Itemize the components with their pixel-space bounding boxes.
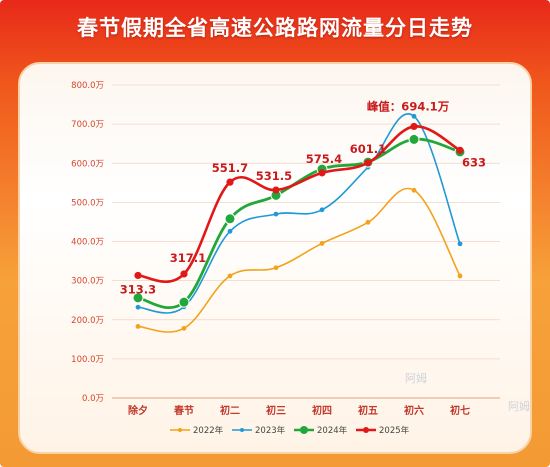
y-tick-label: 100.0万 [71,355,104,365]
y-tick-label: 0.0万 [82,394,104,404]
data-point-2025年 [456,146,464,154]
data-point-2023年 [411,113,417,119]
data-label: 601.1 [350,142,386,156]
x-tick-label: 春节 [174,404,194,417]
data-point-2024年 [224,213,236,225]
data-point-2022年 [181,325,187,331]
data-point-2025年 [180,270,188,278]
data-point-2022年 [319,241,325,246]
legend-marker-2022年 [178,428,182,432]
data-point-2022年 [227,273,233,279]
watermark: 阿姆 [405,371,427,385]
x-tick-label: 初三 [266,404,286,417]
watermark: 阿姆 [508,399,530,413]
data-point-2022年 [135,324,141,329]
data-point-2025年 [318,169,326,177]
legend-label: 2022年 [193,425,224,436]
data-point-2023年 [273,211,279,217]
legend-label: 2025年 [379,425,410,436]
data-point-2022年 [273,265,279,271]
legend-marker-2023年 [240,428,244,432]
data-point-2024年 [178,296,190,308]
y-tick-label: 300.0万 [71,277,104,287]
y-tick-label: 400.0万 [71,238,104,248]
x-tick-label: 初二 [220,404,240,417]
x-tick-label: 初五 [358,404,378,417]
y-tick-label: 800.0万 [71,81,104,91]
y-tick-label: 600.0万 [71,159,104,169]
y-tick-label: 700.0万 [71,120,104,130]
data-point-2024年 [132,292,144,304]
y-tick-label: 200.0万 [71,316,104,326]
data-label: 551.7 [212,161,248,175]
data-point-2023年 [227,228,233,234]
data-point-2022年 [365,219,371,225]
data-point-2023年 [135,304,141,310]
x-tick-label: 除夕 [128,404,148,417]
data-point-2023年 [457,241,463,247]
data-point-2025年 [134,271,142,280]
data-label: 575.4 [306,152,342,166]
data-point-2022年 [411,187,417,193]
data-label: 531.5 [256,169,292,183]
series-line-2024年 [136,137,462,309]
legend-marker-2025年 [363,427,369,433]
data-point-2022年 [457,273,463,279]
data-label: 313.3 [120,282,156,296]
legend-marker-2024年 [300,426,308,434]
x-tick-label: 初六 [404,404,424,417]
y-tick-label: 500.0万 [71,198,104,208]
chart-panel [18,62,532,454]
series-line-2025年 [136,125,462,284]
x-tick-label: 初七 [450,404,470,417]
data-label: 峰值：694.1万 [367,99,450,113]
data-point-2025年 [410,122,418,131]
x-tick-label: 初四 [312,404,332,417]
data-point-2023年 [319,207,325,213]
data-point-2024年 [408,133,420,145]
chart-title: 春节假期全省高速公路路网流量分日走势 [77,16,473,40]
data-point-2025年 [364,159,372,167]
data-label: 633 [462,155,486,169]
data-point-2025年 [226,178,234,186]
legend-label: 2023年 [255,425,286,436]
data-point-2025年 [272,186,280,194]
data-label: 317.1 [170,251,206,265]
legend-label: 2024年 [317,425,348,436]
